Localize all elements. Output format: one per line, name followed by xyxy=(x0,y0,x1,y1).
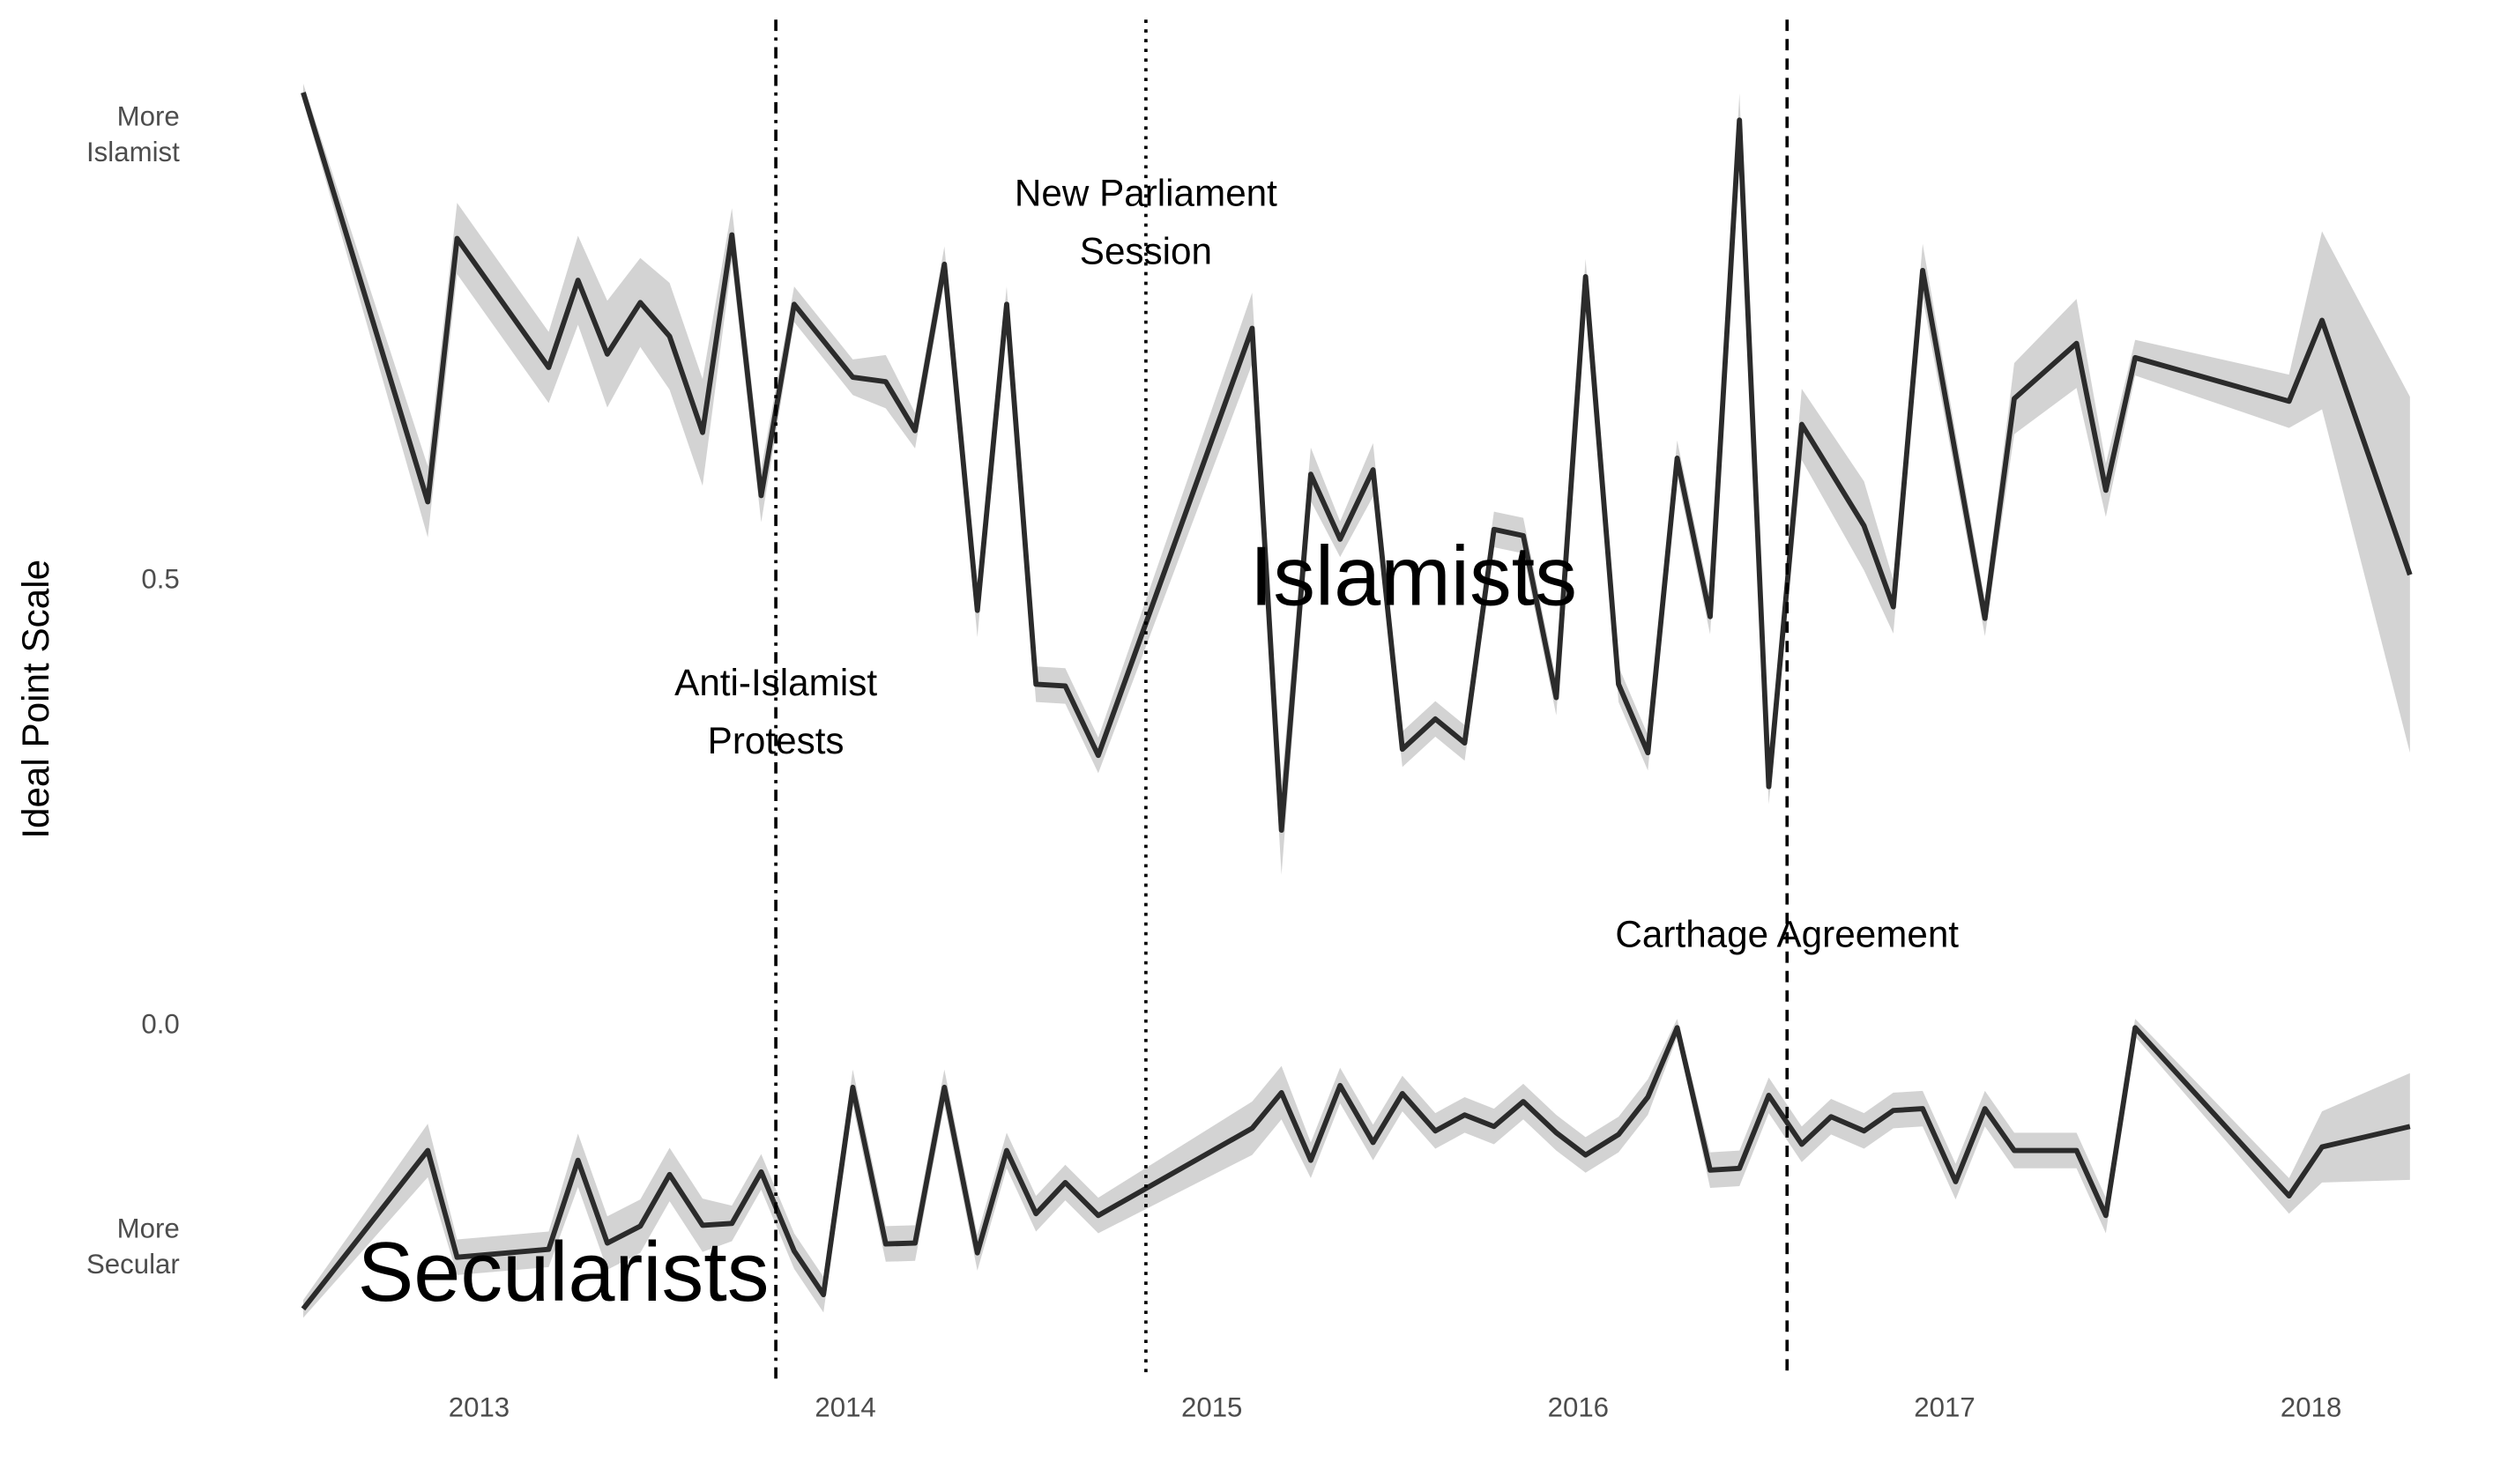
y-axis-title: Ideal Point Scale xyxy=(15,560,56,839)
confidence-ribbon xyxy=(302,83,2410,875)
x-tick-label: 2014 xyxy=(815,1392,875,1423)
event-label: Protests xyxy=(708,720,845,761)
x-tick-label: 2018 xyxy=(2281,1392,2341,1423)
y-tick-label: More xyxy=(117,101,180,132)
event-label: Carthage Agreement xyxy=(1615,913,1959,954)
event-label: Anti-Islamist xyxy=(674,662,877,703)
x-tick-label: 2015 xyxy=(1181,1392,1242,1423)
event-label: Session xyxy=(1080,231,1212,272)
x-tick-label: 2017 xyxy=(1914,1392,1975,1423)
y-tick-label: Islamist xyxy=(86,137,180,167)
y-tick-label: 0.5 xyxy=(141,564,179,595)
series-label: Islamists xyxy=(1250,531,1577,624)
x-tick-label: 2013 xyxy=(449,1392,510,1423)
series-label: Secularists xyxy=(358,1226,770,1319)
x-tick-label: 2016 xyxy=(1548,1392,1609,1423)
y-tick-label: Secular xyxy=(86,1249,180,1280)
y-tick-label: More xyxy=(117,1213,180,1244)
y-tick-label: 0.0 xyxy=(141,1008,179,1039)
series-line xyxy=(301,1025,2411,1311)
event-label: New Parliament xyxy=(1015,173,1277,214)
series-line xyxy=(301,92,2413,833)
